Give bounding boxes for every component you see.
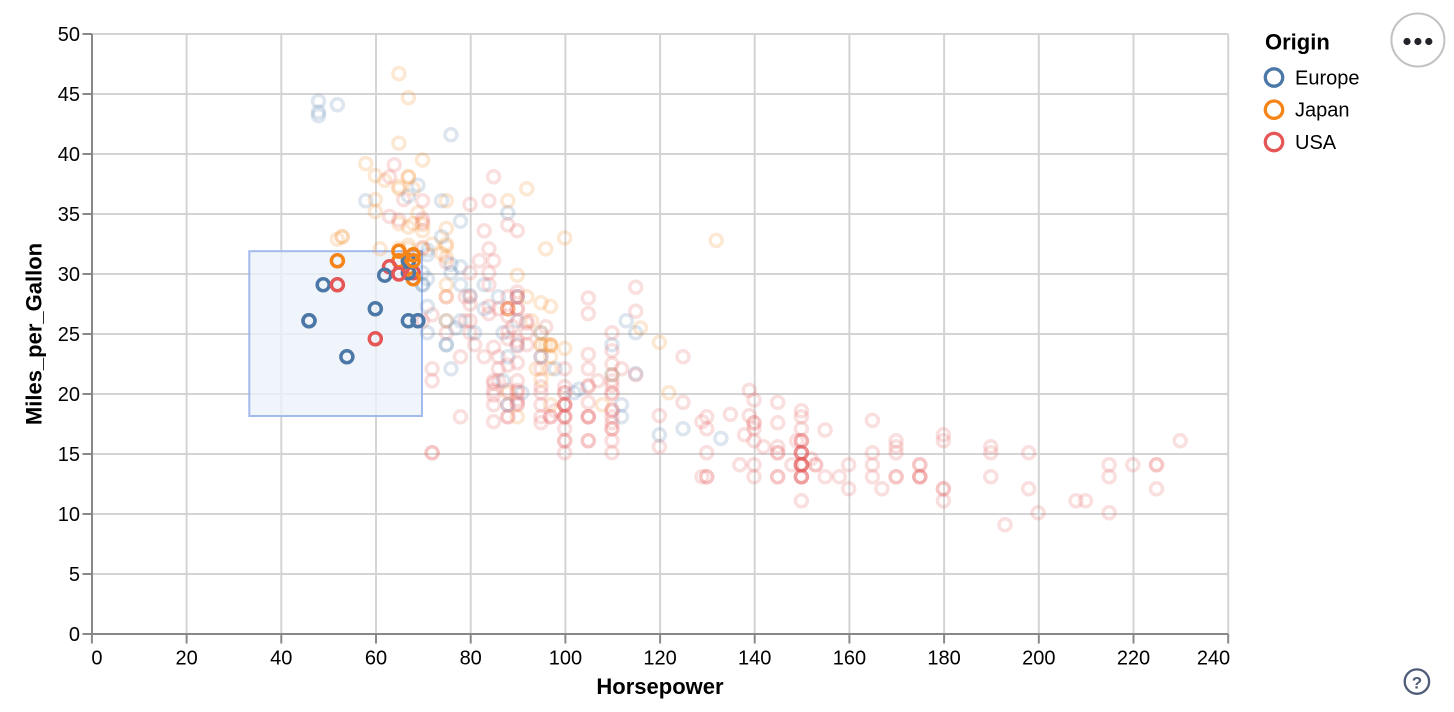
svg-text:45: 45 [58,84,80,106]
svg-text:120: 120 [643,648,676,670]
svg-text:15: 15 [58,444,80,466]
svg-text:30: 30 [58,264,80,286]
svg-text:180: 180 [927,648,960,670]
svg-text:200: 200 [1022,648,1055,670]
svg-text:Europe: Europe [1295,68,1360,90]
svg-text:Origin: Origin [1265,30,1330,55]
svg-text:140: 140 [738,648,771,670]
svg-text:Miles_per_Gallon: Miles_per_Gallon [22,243,47,425]
svg-text:35: 35 [58,204,80,226]
svg-text:40: 40 [270,648,292,670]
svg-text:?: ? [1412,674,1422,693]
svg-text:0: 0 [91,648,102,670]
svg-text:50: 50 [58,24,80,46]
svg-text:USA: USA [1295,132,1337,154]
svg-text:220: 220 [1117,648,1150,670]
svg-text:40: 40 [58,144,80,166]
svg-text:Horsepower: Horsepower [596,674,724,699]
svg-text:20: 20 [58,384,80,406]
svg-text:160: 160 [833,648,866,670]
svg-text:100: 100 [549,648,582,670]
svg-text:Japan: Japan [1295,100,1350,122]
svg-text:25: 25 [58,324,80,346]
svg-text:60: 60 [365,648,387,670]
svg-text:5: 5 [69,564,80,586]
svg-text:0: 0 [69,624,80,646]
svg-text:10: 10 [58,504,80,526]
svg-text:240: 240 [1197,648,1230,670]
svg-text:80: 80 [460,648,482,670]
svg-text:20: 20 [175,648,197,670]
